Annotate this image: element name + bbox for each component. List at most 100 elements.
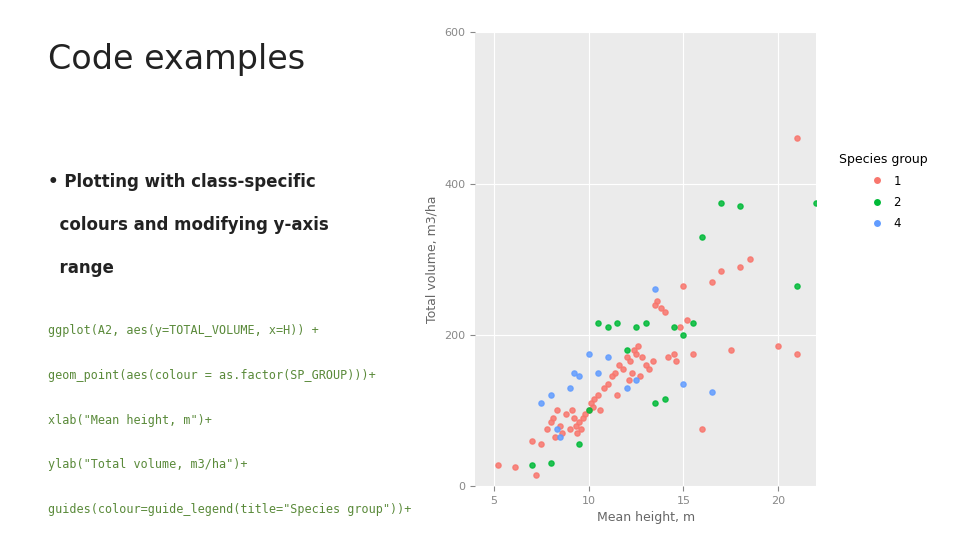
Point: [713, 266, 729, 275]
Point: [653, 304, 668, 313]
Point: [676, 380, 691, 388]
Point: [491, 461, 506, 469]
Text: Code examples: Code examples: [48, 43, 305, 76]
Point: [600, 353, 615, 362]
Point: [637, 361, 653, 369]
Point: [680, 315, 695, 324]
Point: [559, 410, 574, 418]
Point: [666, 349, 682, 358]
Text: xlab("Mean height, m")+: xlab("Mean height, m")+: [48, 414, 212, 427]
Point: [581, 406, 596, 415]
Point: [571, 440, 587, 449]
Point: [705, 387, 720, 396]
Point: [631, 342, 646, 350]
Point: [695, 232, 710, 241]
Point: [596, 383, 612, 392]
Point: [635, 353, 650, 362]
Point: [732, 262, 748, 271]
X-axis label: Mean height, m: Mean height, m: [596, 511, 695, 524]
Point: [590, 319, 606, 328]
Text: • Plotting with class-specific: • Plotting with class-specific: [48, 173, 316, 191]
Point: [587, 395, 602, 403]
Point: [713, 198, 729, 207]
Point: [590, 391, 606, 400]
Point: [543, 459, 559, 468]
Point: [610, 319, 625, 328]
Point: [547, 433, 563, 441]
Point: [629, 323, 644, 332]
Point: [641, 364, 657, 373]
Point: [590, 368, 606, 377]
Point: [573, 425, 588, 434]
Point: [583, 399, 598, 407]
Point: [695, 425, 710, 434]
Point: [676, 330, 691, 339]
Point: [524, 436, 540, 445]
Point: [633, 372, 648, 381]
Point: [732, 202, 748, 211]
Point: [534, 440, 549, 449]
Point: [507, 463, 522, 471]
Point: [627, 346, 642, 354]
Point: [543, 391, 559, 400]
Point: [629, 349, 644, 358]
Point: [571, 372, 587, 381]
Point: [581, 406, 596, 415]
Point: [577, 410, 592, 418]
Point: [625, 368, 640, 377]
Point: [566, 414, 582, 422]
Point: [549, 406, 564, 415]
Point: [789, 281, 804, 290]
Point: [647, 399, 662, 407]
Point: [553, 421, 568, 430]
Point: [808, 198, 824, 207]
Point: [637, 319, 653, 328]
Legend: 1, 2, 4: 1, 2, 4: [834, 148, 932, 235]
Point: [660, 353, 676, 362]
Text: colours and modifying y-axis: colours and modifying y-axis: [48, 216, 328, 234]
Text: guides(colour=guide_legend(title="Species group"))+: guides(colour=guide_legend(title="Specie…: [48, 503, 412, 516]
Point: [585, 402, 600, 411]
Point: [789, 134, 804, 143]
Point: [563, 425, 578, 434]
Point: [647, 300, 662, 309]
Point: [685, 319, 701, 328]
Point: [723, 346, 738, 354]
Point: [771, 342, 786, 350]
Point: [705, 278, 720, 286]
Point: [647, 285, 662, 294]
Point: [524, 461, 540, 469]
Point: [619, 353, 635, 362]
Point: [545, 414, 561, 422]
Point: [615, 364, 631, 373]
Point: [540, 425, 555, 434]
Point: [657, 308, 672, 316]
Point: [566, 368, 582, 377]
Point: [789, 349, 804, 358]
Point: [657, 395, 672, 403]
Point: [581, 349, 596, 358]
Point: [575, 414, 590, 422]
Point: [549, 425, 564, 434]
Point: [534, 399, 549, 407]
Y-axis label: Total volume, m3/ha: Total volume, m3/ha: [426, 195, 439, 323]
Text: geom_point(aes(colour = as.factor(SP_GROUP)))+: geom_point(aes(colour = as.factor(SP_GRO…: [48, 369, 375, 382]
Point: [592, 406, 608, 415]
Point: [645, 357, 660, 366]
Point: [543, 417, 559, 426]
Point: [571, 417, 587, 426]
Text: ylab("Total volume, m3/ha")+: ylab("Total volume, m3/ha")+: [48, 458, 248, 471]
Point: [600, 380, 615, 388]
Point: [668, 357, 684, 366]
Point: [621, 376, 636, 384]
Point: [600, 323, 615, 332]
Point: [528, 470, 543, 479]
Point: [742, 255, 757, 264]
Point: [610, 391, 625, 400]
Text: ggplot(A2, aes(y=TOTAL_VOLUME, x=H)) +: ggplot(A2, aes(y=TOTAL_VOLUME, x=H)) +: [48, 324, 319, 337]
Point: [604, 372, 619, 381]
Point: [629, 376, 644, 384]
Point: [672, 323, 687, 332]
Point: [563, 383, 578, 392]
Point: [676, 281, 691, 290]
